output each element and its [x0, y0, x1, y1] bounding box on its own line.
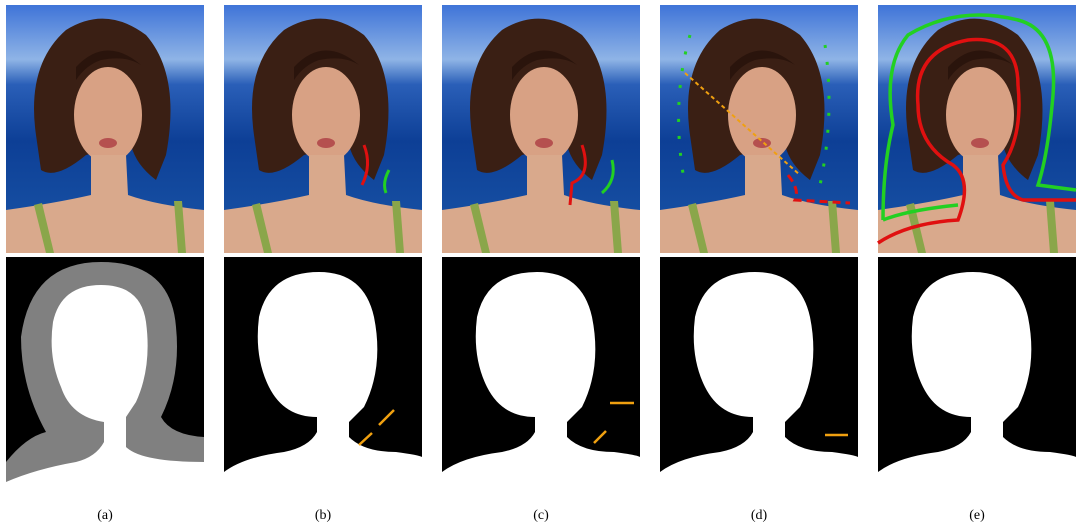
- photo: [660, 5, 858, 253]
- bg-stroke: [877, 37, 1076, 245]
- bg-stroke: [568, 144, 587, 206]
- fg-stroke: [677, 34, 831, 186]
- panel-label: (b): [315, 508, 332, 523]
- alpha-matte: [224, 257, 422, 502]
- alpha-matte: [660, 257, 858, 502]
- panel-label: (d): [751, 508, 768, 523]
- bg-stroke: [786, 174, 851, 205]
- photo: [6, 5, 204, 253]
- panel-label: (e): [969, 508, 985, 523]
- fg-stroke: [881, 13, 1077, 222]
- fg-stroke: [600, 159, 615, 195]
- panel-label: (c): [533, 508, 549, 523]
- panel-c: [442, 5, 640, 502]
- panel-e: [877, 5, 1077, 502]
- alpha-matte: [878, 257, 1076, 502]
- arrow: [593, 401, 634, 444]
- panel-a: [6, 5, 204, 502]
- photo: [224, 5, 422, 253]
- bg-stroke: [360, 144, 369, 186]
- panel-b: [224, 5, 422, 502]
- panel-label: (a): [97, 508, 113, 523]
- direction-arrow: [684, 72, 801, 176]
- fg-stroke: [383, 169, 391, 194]
- foreground-region: [6, 285, 204, 502]
- alpha-matte: [442, 257, 640, 502]
- photo: [442, 5, 640, 253]
- arrow: [358, 409, 395, 446]
- panel-d: [660, 5, 858, 502]
